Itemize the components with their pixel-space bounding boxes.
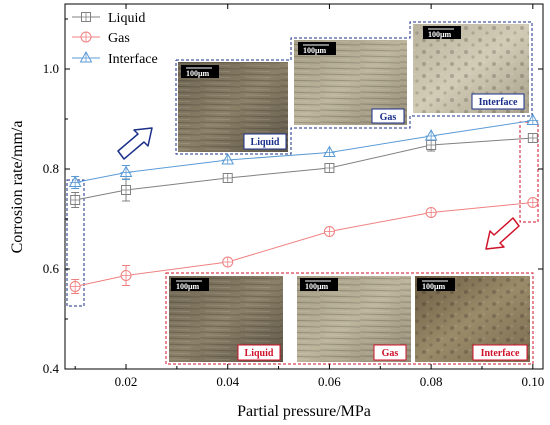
inset-label-liquid: Liquid	[251, 137, 280, 148]
y-tick-label: 0.4	[43, 361, 60, 376]
data-point-interface	[323, 145, 336, 157]
micrograph-interface-top: 100μm Interface	[413, 24, 529, 113]
arrow-up-right-icon	[117, 127, 153, 160]
scale-bar-label: 100μm	[428, 30, 452, 39]
bottom-inset-dashed-outline	[165, 272, 534, 365]
series-layer	[68, 113, 540, 294]
legend-label-gas: Gas	[108, 31, 130, 46]
x-tick-label: 0.02	[115, 374, 138, 389]
series-line-gas	[75, 202, 533, 287]
data-point-liquid	[324, 163, 335, 173]
data-point-gas	[120, 270, 132, 281]
top-micrograph-insets: 100μm Liquid 100μm Gas 100μm Interface	[175, 21, 533, 155]
arrow-down-left-icon	[485, 217, 520, 250]
inset-label-interface: Interface	[481, 348, 520, 359]
y-tick-label: 0.6	[43, 261, 60, 276]
x-tick-label: 0.10	[521, 374, 544, 389]
inset-label-gas: Gas	[382, 348, 399, 359]
scale-bar-label: 100μm	[303, 46, 327, 55]
data-point-gas	[425, 207, 437, 218]
highlight-box-low-pressure	[66, 179, 85, 307]
micrograph-gas-bottom: 100μm Gas	[297, 276, 411, 362]
legend-item-liquid: Liquid	[72, 11, 145, 26]
legend-label-interface: Interface	[108, 52, 158, 67]
data-point-gas	[323, 226, 335, 237]
data-point-interface	[526, 113, 540, 125]
series-line-interface	[75, 120, 533, 183]
scale-bar-label: 100μm	[186, 69, 210, 78]
y-tick-label: 0.8	[43, 161, 59, 176]
y-axis-title: Corrosion rate/mm/a	[9, 121, 26, 254]
legend-item-interface: Interface	[72, 50, 158, 67]
y-tick-label: 1.0	[43, 61, 59, 76]
plot-frame	[64, 3, 544, 370]
highlight-box-high-pressure	[519, 121, 539, 223]
legend-item-gas: Gas	[72, 31, 130, 46]
inset-label-interface: Interface	[479, 97, 518, 108]
micrograph-gas-top: 100μm Gas	[294, 40, 407, 125]
data-point-liquid	[527, 133, 538, 143]
data-point-interface	[68, 175, 82, 187]
data-point-interface	[424, 128, 438, 141]
micrograph-liquid-top: 100μm Liquid	[178, 62, 288, 152]
bottom-micrograph-insets: 100μm Liquid 100μm Gas 100μm Interface	[165, 272, 534, 365]
x-axis-title: Partial pressure/MPa	[237, 403, 371, 420]
data-point-liquid	[426, 140, 437, 150]
x-tick-label: 0.04	[216, 374, 239, 389]
x-tick-label: 0.08	[420, 374, 443, 389]
data-point-gas	[527, 197, 539, 208]
data-point-interface	[119, 165, 133, 177]
micrograph-liquid-bottom: 100μm Liquid	[169, 276, 283, 362]
axes-layer: 0.02 0.04 0.06 0.08 0.10 0.4 0.6 0.8 1.0	[43, 4, 544, 389]
series-line-liquid	[75, 137, 533, 201]
inset-label-gas: Gas	[380, 112, 397, 123]
data-point-gas	[69, 281, 81, 292]
data-point-gas	[222, 256, 234, 268]
legend-label-liquid: Liquid	[108, 11, 145, 26]
legend: Liquid Gas Interface	[72, 11, 158, 67]
scale-bar-label: 100μm	[305, 282, 329, 291]
scale-bar-label: 100μm	[422, 282, 446, 291]
micrograph-interface-bottom: 100μm Interface	[415, 276, 530, 362]
inset-label-liquid: Liquid	[245, 348, 274, 359]
data-point-interface	[221, 152, 235, 165]
data-point-liquid	[222, 173, 233, 183]
x-tick-label: 0.06	[318, 374, 341, 389]
data-point-liquid	[121, 185, 132, 195]
data-point-liquid	[70, 195, 81, 205]
scale-bar-label: 100μm	[176, 282, 200, 291]
